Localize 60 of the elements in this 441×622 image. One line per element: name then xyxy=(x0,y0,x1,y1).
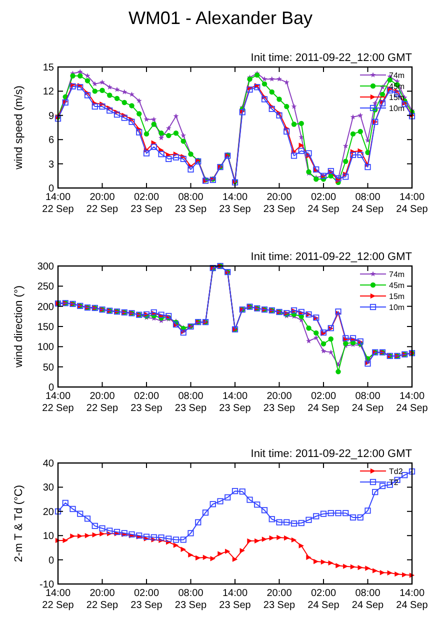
x-tick-label: 14:00 23 Sep xyxy=(219,391,252,414)
chart-title: WM01 - Alexander Bay xyxy=(128,8,313,28)
y-tick-label: 20 xyxy=(42,506,54,518)
y-axis-title: 2-m T & Td (°C) xyxy=(13,484,25,562)
x-tick-label: 08:00 24 Sep xyxy=(352,192,384,215)
y-tick-label: 9 xyxy=(48,110,54,122)
legend-label: 10m xyxy=(389,303,405,312)
y-tick-label: 3 xyxy=(48,159,54,170)
y-tick-label: 0 xyxy=(48,184,54,194)
x-tick-label: 20:00 23 Sep xyxy=(263,391,296,414)
y-tick-label: 12 xyxy=(42,86,54,98)
chart-subtitle: Init time: 2011-09-22_12:00 GMT xyxy=(250,251,412,263)
y-tick-label: 6 xyxy=(48,135,54,146)
chart-subtitle: Init time: 2011-09-22_12:00 GMT xyxy=(250,52,412,64)
x-tick-label: 02:00 23 Sep xyxy=(130,192,163,215)
x-tick-label: 02:00 23 Sep xyxy=(130,588,163,611)
y-tick-label: 15 xyxy=(42,62,54,74)
y-tick-label: 10 xyxy=(42,531,54,542)
legend-label: 15m xyxy=(389,292,405,301)
x-tick-label: 20:00 22 Sep xyxy=(86,588,119,611)
x-tick-label: 20:00 23 Sep xyxy=(263,192,296,215)
x-tick-label: 14:00 24 Sep xyxy=(396,391,428,414)
x-tick-label: 02:00 24 Sep xyxy=(308,588,340,611)
y-tick-label: 300 xyxy=(37,262,54,272)
x-tick-label: 14:00 23 Sep xyxy=(219,588,252,611)
x-tick-label: 14:00 24 Sep xyxy=(396,588,428,611)
y-tick-label: 250 xyxy=(37,282,54,293)
x-tick-label: 20:00 22 Sep xyxy=(86,391,119,414)
chart-subtitle: Init time: 2011-09-22_12:00 GMT xyxy=(250,448,412,460)
x-tick-label: 20:00 23 Sep xyxy=(263,588,296,611)
x-tick-label: 14:00 22 Sep xyxy=(42,588,74,611)
y-tick-label: 200 xyxy=(37,302,54,313)
x-tick-label: 08:00 23 Sep xyxy=(174,588,208,611)
x-tick-label: 02:00 23 Sep xyxy=(130,391,163,414)
x-tick-label: 20:00 22 Sep xyxy=(86,192,119,215)
legend-label: 10m xyxy=(389,104,405,113)
y-tick-label: 0 xyxy=(48,555,54,566)
x-tick-label: 14:00 23 Sep xyxy=(219,192,252,215)
y-axis-title: wind speed (m/s) xyxy=(13,86,25,170)
y-tick-label: -10 xyxy=(40,580,54,590)
y-tick-label: 40 xyxy=(42,458,54,470)
x-tick-label: 08:00 24 Sep xyxy=(352,588,384,611)
x-tick-label: 08:00 23 Sep xyxy=(174,391,208,414)
y-tick-label: 0 xyxy=(48,382,54,394)
x-tick-label: 14:00 22 Sep xyxy=(42,391,74,414)
legend-label: Td2 xyxy=(389,467,404,476)
y-tick-label: 30 xyxy=(42,482,54,494)
legend-label: 45m xyxy=(389,281,405,290)
y-tick-label: 150 xyxy=(37,322,54,333)
y-tick-label: 100 xyxy=(37,342,54,354)
legend-label: 74m xyxy=(389,270,405,279)
x-tick-label: 08:00 24 Sep xyxy=(352,391,384,414)
y-tick-label: 50 xyxy=(42,362,54,374)
legend-label: 74m xyxy=(389,71,405,80)
x-tick-label: 14:00 24 Sep xyxy=(396,192,428,215)
x-tick-label: 02:00 24 Sep xyxy=(308,192,340,215)
x-tick-label: 14:00 22 Sep xyxy=(42,192,74,215)
x-tick-label: 02:00 24 Sep xyxy=(308,391,340,414)
x-tick-label: 08:00 23 Sep xyxy=(174,192,208,215)
y-axis-title: wind direction (°) xyxy=(13,285,25,369)
